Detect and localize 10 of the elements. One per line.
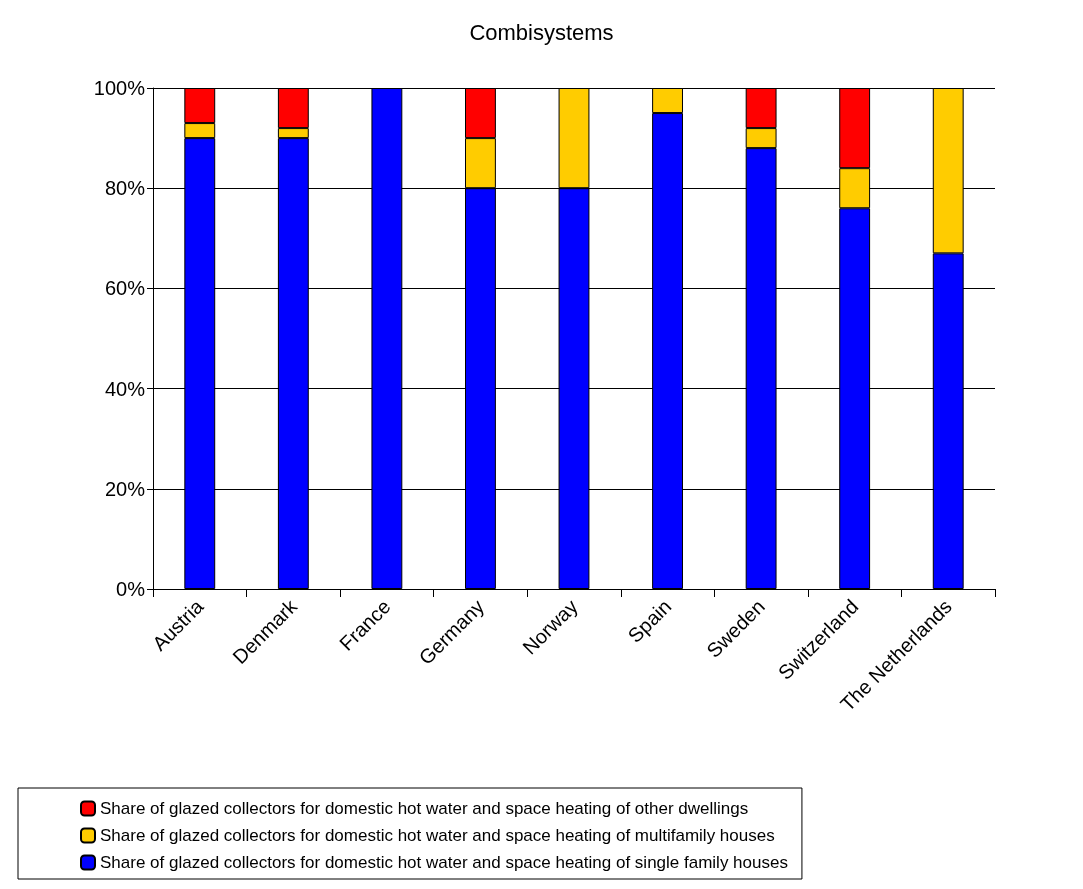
legend-label: Share of glazed collectors for domestic hot water and space heating of other dwellings [100,799,749,818]
legend-label: Share of glazed collectors for domestic hot water and space heating of single family houses [100,853,788,872]
chart-title: Combisystems [469,19,614,45]
y-tick-label: 40% [104,377,146,400]
y-tick-label: 80% [104,177,146,200]
legend-label: Share of glazed collectors for domestic hot water and space heating of multifamily houses [100,826,775,845]
y-tick-label: 100% [93,77,146,99]
y-tick-label: 60% [104,277,146,300]
y-tick-label: 0% [116,578,146,600]
y-tick-label: 20% [104,477,146,500]
